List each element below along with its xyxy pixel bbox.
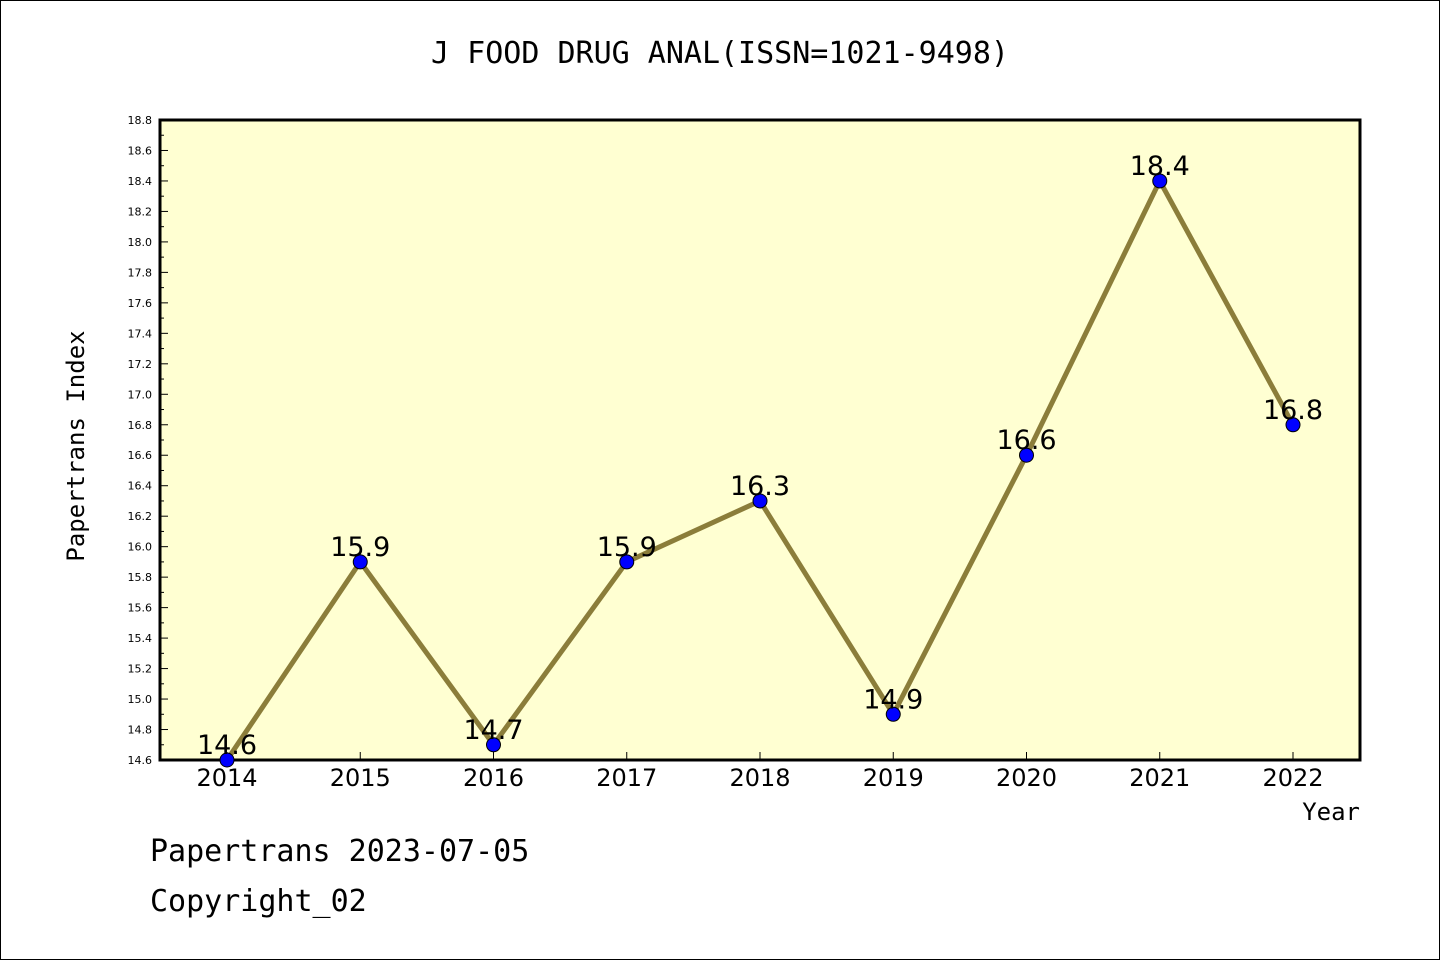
data-label: 18.4 [1130,151,1190,182]
x-axis-label: Year [1302,798,1360,826]
plot-area [158,118,1362,762]
y-tick-label: 15.4 [128,632,153,645]
y-tick-label: 15.8 [128,571,153,584]
y-tick-label: 18.0 [128,236,153,249]
data-point [352,554,368,570]
y-tick-label: 16.8 [128,419,153,432]
y-tick-label: 16.6 [128,449,153,462]
x-tick-label: 2017 [596,764,657,792]
y-tick-label: 15.6 [128,602,153,615]
y-tick-label: 16.0 [128,541,153,554]
y-tick-label: 18.4 [128,175,153,188]
data-point [486,737,501,753]
data-label: 15.9 [330,532,390,563]
x-tick-label: 2016 [463,764,524,792]
y-axis-label: Papertrans Index [62,330,90,561]
data-label: 16.6 [996,425,1056,456]
x-tick-label: 2014 [196,764,257,792]
y-tick-label: 17.2 [128,358,153,371]
chart-title: J FOOD DRUG ANAL(ISSN=1021-9498) [431,36,1009,71]
data-label: 14.9 [863,684,923,715]
y-tick-label: 17.6 [128,297,153,310]
y-tick-label: 14.6 [128,754,153,767]
data-label: 16.3 [730,471,790,502]
data-point [1019,447,1034,463]
y-tick-label: 15.0 [128,693,153,706]
x-tick-label: 2018 [729,764,790,792]
data-point [619,554,635,570]
y-axis-ticks: 14.6 14.8 15.0 15.2 15.4 15.6 15.8 16.0 16.2 16.4… [128,114,168,767]
x-axis-ticks: 2014 2015 2016 2017 2018 2019 2020 2021 2022 [196,752,1324,792]
y-tick-label: 16.4 [128,480,153,493]
data-point [1152,173,1168,189]
x-tick-label: 2022 [1262,764,1323,792]
y-tick-label: 18.6 [128,144,153,157]
y-tick-label: 15.2 [128,663,153,676]
y-tick-label: 17.4 [128,327,153,340]
data-point [752,493,768,509]
y-tick-label: 16.2 [128,510,153,523]
data-point [885,706,901,722]
data-label: 16.8 [1263,395,1323,426]
footer-date: Papertrans 2023-07-05 [150,834,530,869]
data-labels: 14.6 15.9 14.7 15.9 16.3 14.9 16.6 18.4 16.8 [197,151,1323,761]
y-tick-label: 17.0 [128,388,153,401]
x-tick-label: 2015 [330,764,391,792]
data-label: 14.7 [463,715,523,746]
series-markers [219,173,1301,768]
data-label: 15.9 [597,532,657,563]
y-tick-label: 14.8 [128,724,153,737]
x-tick-label: 2019 [863,764,924,792]
footer-copyright: Copyright_02 [150,884,367,919]
x-tick-label: 2021 [1129,764,1190,792]
data-point [1285,417,1301,433]
x-tick-label: 2020 [996,764,1057,792]
data-point [219,752,235,768]
data-label: 14.6 [197,730,257,761]
y-tick-label: 17.8 [128,266,153,279]
y-tick-label: 18.2 [128,205,153,218]
y-tick-label: 18.8 [128,114,153,127]
